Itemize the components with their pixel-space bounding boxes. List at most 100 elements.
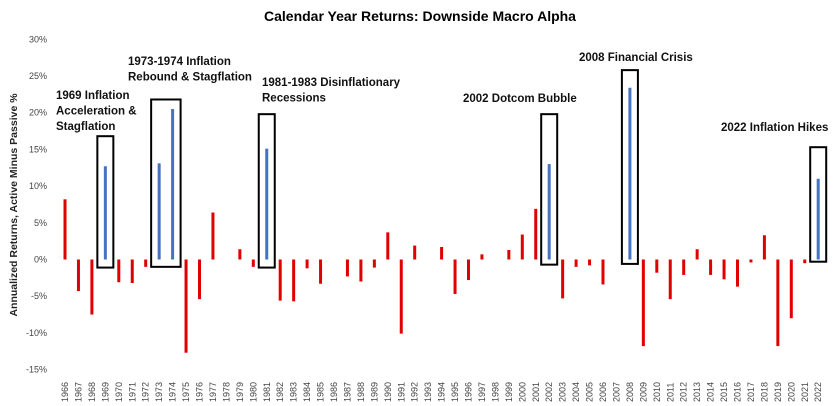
x-tick-label: 2011 [665,383,675,402]
y-tick-label: 20% [29,108,47,118]
x-tick-label: 1982 [275,382,285,402]
bar [157,163,161,260]
bar [534,208,538,260]
x-tick-label: 1974 [168,382,178,402]
y-tick-label: 10% [29,181,47,191]
bar [561,259,565,299]
x-tick-label: 1984 [302,382,312,402]
x-tick-label: 2009 [638,382,648,402]
bars [63,87,820,353]
x-tick-label: 1980 [248,382,258,402]
x-tick-label: 1996 [464,382,474,402]
x-tick-label: 2004 [571,382,581,402]
bar [467,259,470,281]
bar [76,259,80,292]
bar [184,259,188,353]
bar [601,259,605,285]
x-tick-label: 2010 [652,382,662,402]
bar [144,259,148,267]
chart-title: Calendar Year Returns: Downside Macro Al… [264,8,576,24]
bar [305,259,309,269]
x-tick-label: 2001 [531,382,541,402]
bar [359,259,363,282]
x-tick-label: 1983 [289,382,299,402]
x-tick-label: 1988 [356,382,366,402]
y-tick-label: 5% [34,218,47,228]
bar [749,259,753,263]
x-tick-label: 2021 [800,382,810,402]
x-tick-label: 1967 [73,382,83,402]
highlight-box [809,146,828,263]
x-tick-label: 1981 [262,382,272,402]
x-tick-label: 2013 [692,382,702,402]
x-tick-label: 1993 [423,382,433,402]
bar [480,254,484,260]
bar [251,259,255,267]
annotation: 1973-1974 Inflation Rebound & Stagflation [128,56,252,84]
x-tick-label: 1971 [127,382,137,402]
highlight-box [257,113,276,269]
bar [90,259,94,315]
x-tick-label: 1975 [181,382,191,402]
highlight-box [540,113,559,266]
bar [399,259,403,334]
x-tick-label: 2019 [773,382,783,402]
x-tick-label: 1968 [87,382,97,402]
bar [211,212,215,260]
bar [171,109,175,260]
x-tick-label: 1992 [410,382,420,402]
x-tick-label: 2012 [679,382,689,402]
bar [762,235,766,260]
x-tick-label: 2008 [625,382,635,402]
bar [776,259,780,347]
x-tick-label: 1973 [154,382,164,402]
y-tick-labels: -15% -10% -5% 0% 5% 10% 15% 20% 25% 30% [26,34,47,374]
x-tick-label: 1998 [490,382,500,402]
x-tick-label: 1990 [383,382,393,402]
y-tick-label: 15% [29,144,47,154]
y-tick-label: -10% [26,328,47,338]
y-axis-label: Annualized Returns, Active Minus Passive… [8,93,20,317]
x-tick-label: 1985 [316,382,326,402]
bar [682,259,686,275]
x-tick-label: 2015 [719,382,729,402]
highlight-boxes [96,69,828,269]
x-tick-label: 1977 [208,382,218,402]
bar [655,259,659,273]
x-tick-label: 1970 [114,382,124,402]
x-tick-label: 2017 [746,382,756,402]
bar [520,234,524,260]
x-tick-label: 2003 [558,382,568,402]
x-tick-label: 1997 [477,382,487,402]
bar [574,259,578,267]
bar [265,148,269,260]
bar [722,259,726,280]
x-tick-label: 2016 [733,382,743,402]
annotations: 1969 Inflation Acceleration & Stagflation 1… [56,52,828,134]
x-tick-labels: 1966 1967 1968 1969 1970 1971 1972 1973 1974 1975… [60,382,823,402]
y-tick-label: 30% [29,34,47,44]
bar [372,259,376,268]
highlight-box [96,135,115,269]
x-tick-label: 1978 [221,382,231,402]
bar [668,259,672,300]
x-tick-label: 2005 [585,382,595,402]
bar [588,259,592,266]
bar [386,232,390,260]
bar [695,249,699,260]
bar [641,259,645,347]
x-tick-label: 2007 [611,382,621,402]
annotation: 1969 Inflation Acceleration & Stagflation [56,90,137,133]
x-tick-label: 2002 [544,382,554,402]
y-tick-label: -5% [31,291,47,301]
bar [413,245,417,260]
bar [292,259,296,302]
bar [803,259,807,264]
x-tick-label: 1987 [342,382,352,402]
x-tick-label: 1991 [396,382,406,402]
x-tick-label: 1989 [369,382,379,402]
x-tick-label: 1979 [235,382,245,402]
bar [198,259,201,300]
bar [103,166,107,260]
